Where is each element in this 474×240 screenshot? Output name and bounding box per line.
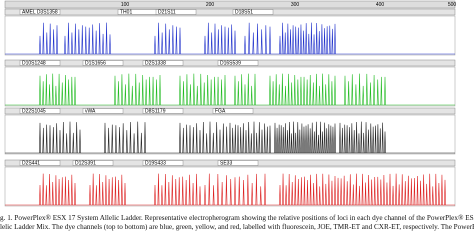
locus-label: FGA [215, 109, 226, 115]
locus-box [142, 108, 184, 114]
locus-box [72, 160, 114, 166]
locus-label: AMEL D3S1358 [22, 10, 58, 16]
scale-label: 400 [376, 2, 385, 8]
locus-label: D1S1656 [85, 61, 106, 67]
locus-box [82, 60, 124, 66]
scale-bar [4, 0, 456, 9]
locus-box [19, 160, 61, 166]
peaks [39, 173, 446, 206]
peaks [39, 73, 386, 106]
locus-label: D2S441 [22, 161, 40, 167]
plot-frame [4, 15, 456, 56]
locus-box [212, 108, 254, 114]
figure: 100 200 300 400 500 AMEL D3S1358 TH01 D21S11 D18… [4, 0, 457, 207]
locus-label: D19S433 [145, 161, 166, 167]
plot-frame [4, 166, 456, 207]
scale-label: 100 [121, 2, 130, 8]
locus-label: D16S539 [220, 61, 241, 67]
locus-box [217, 60, 259, 66]
locus-label: D12S391 [75, 161, 96, 167]
scale-label: 300 [291, 2, 300, 8]
scale-label: 500 [448, 2, 457, 8]
locus-box [19, 9, 61, 15]
locus-label: D10S1248 [22, 61, 46, 67]
locus-label: vWA [85, 109, 96, 115]
locus-box [82, 108, 124, 114]
scale-label: 200 [206, 2, 215, 8]
locus-box [19, 108, 61, 114]
locus-label: D8S1179 [145, 109, 166, 115]
plot-frame [4, 114, 456, 155]
plot-frame [4, 66, 456, 107]
locus-label: D2S1338 [145, 61, 166, 67]
peaks [39, 121, 386, 154]
locus-label: D22S1045 [22, 109, 46, 115]
peaks [39, 22, 336, 55]
locus-box [142, 60, 184, 66]
locus-bar [4, 8, 456, 16]
locus-box [155, 9, 197, 15]
locus-label: TH01 [120, 10, 132, 16]
locus-box [217, 160, 259, 166]
caption-line: g. 1. PowerPlex® ESX 17 System Allelic L… [0, 214, 474, 222]
locus-box [142, 160, 184, 166]
locus-box [232, 9, 274, 15]
locus-box [19, 60, 61, 66]
locus-label: D21S11 [158, 10, 176, 16]
locus-label: SE33 [220, 161, 232, 167]
caption-line: lelic Ladder Mix. The dye channels (top … [0, 223, 474, 231]
locus-label: D18S51 [235, 10, 253, 16]
